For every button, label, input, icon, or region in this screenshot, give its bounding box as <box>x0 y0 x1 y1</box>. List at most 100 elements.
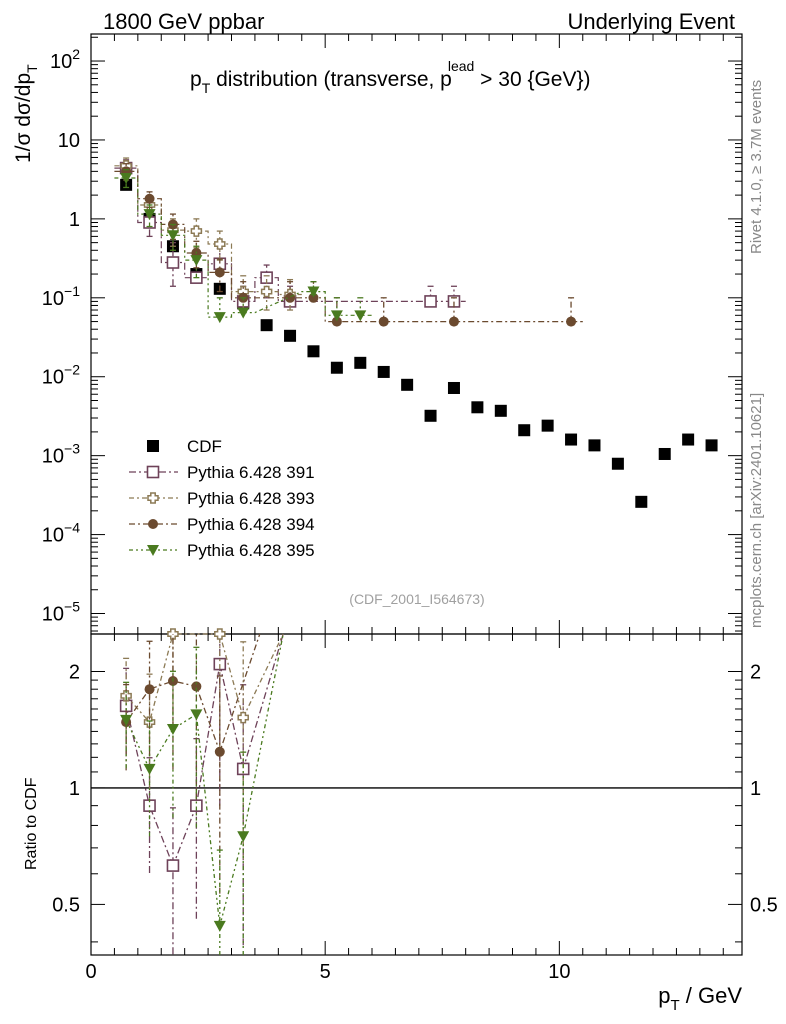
data-point <box>143 209 156 221</box>
ratio-series-pythia-395 <box>120 633 284 955</box>
data-point <box>565 433 578 446</box>
ratio-y-tick-label-right: 1 <box>750 778 761 800</box>
ratio-y-tick-label: 2 <box>69 661 80 683</box>
data-point <box>166 256 180 269</box>
series-line <box>114 177 372 318</box>
x-axis-label: pT / GeV <box>658 983 742 1014</box>
data-point <box>541 419 554 432</box>
legend-marker <box>147 440 159 452</box>
legend-label: Pythia 6.428 395 <box>187 541 315 560</box>
ratio-y-tick-label: 0.5 <box>52 894 80 916</box>
header-right: Underlying Event <box>567 9 735 34</box>
legend-marker <box>148 519 158 529</box>
data-point <box>214 267 225 278</box>
main-series-marks <box>114 157 718 508</box>
data-point <box>354 356 367 369</box>
ratio-y-label: Ratio to CDF <box>23 777 40 870</box>
ratio-y-tick-label: 1 <box>69 778 80 800</box>
data-point <box>330 361 343 374</box>
main-y-tick-label: 102 <box>50 46 80 73</box>
ratio-point <box>120 714 133 726</box>
rivet-version: Rivet 4.1.0, ≥ 3.7M events <box>748 80 765 254</box>
main-y-tick-label: 10−3 <box>42 441 80 468</box>
main-title: pT distribution (transverse, plead > 30 … <box>190 58 591 96</box>
data-point <box>471 401 484 414</box>
ratio-axis-ticks: 0.5 0.5 1 1 2 2 0 5 10 <box>52 634 778 983</box>
data-point <box>378 316 389 327</box>
data-point <box>518 424 531 437</box>
data-point <box>284 329 297 342</box>
data-point <box>377 365 390 378</box>
ratio-point <box>237 711 249 724</box>
main-y-tick-label: 10−5 <box>42 599 80 626</box>
data-point <box>635 495 648 508</box>
main-axis-ticks: 102 10 1 10−1 10−2 10−3 10−4 10−5 <box>42 34 742 634</box>
ratio-point <box>143 763 156 775</box>
ratio-point <box>166 724 179 736</box>
data-point <box>447 381 460 394</box>
data-point <box>144 193 155 204</box>
ratio-y-tick-label-right: 0.5 <box>750 894 778 916</box>
ratio-series-pythia-391 <box>119 633 284 955</box>
data-point <box>424 295 437 308</box>
ratio-point <box>144 684 155 695</box>
data-point <box>330 310 343 322</box>
data-point <box>260 285 273 298</box>
legend-marker <box>146 465 160 479</box>
data-point <box>566 316 577 327</box>
data-point <box>611 457 624 470</box>
ratio-point <box>190 709 203 721</box>
main-y-label: 1/σ dσ/dpT <box>12 64 40 163</box>
data-point <box>424 409 437 422</box>
main-y-tick-label: 10 <box>58 130 80 152</box>
series-pythia-395 <box>114 169 372 324</box>
ratio-frame <box>90 633 743 956</box>
ratio-point <box>214 628 226 640</box>
series-pythia-391 <box>114 159 466 308</box>
main-panel: 102 10 1 10−1 10−2 10−3 10−4 10−5 pT distributi… <box>12 33 743 635</box>
ratio-line <box>125 633 261 754</box>
ratio-point <box>191 681 202 692</box>
legend-label: Pythia 6.428 394 <box>187 515 315 534</box>
main-y-tick-label: 10−1 <box>42 283 80 310</box>
data-point <box>705 439 718 452</box>
data-point <box>120 172 133 184</box>
mcplots-credit: mcplots.cern.ch [arXiv:2401.10621] <box>748 393 765 628</box>
legend-label: Pythia 6.428 393 <box>187 489 315 508</box>
data-point <box>354 310 367 322</box>
main-y-tick-label: 10−4 <box>42 520 80 547</box>
ratio-point <box>237 831 250 843</box>
legend-label: CDF <box>187 437 222 456</box>
data-point <box>166 230 179 242</box>
data-point <box>260 319 273 332</box>
data-point <box>213 312 226 324</box>
data-point <box>214 238 226 250</box>
data-point <box>331 316 342 327</box>
data-point <box>658 447 671 460</box>
ratio-point <box>214 746 225 757</box>
data-point <box>588 439 601 452</box>
ratio-point <box>166 859 180 872</box>
x-tick-label: 10 <box>548 961 570 983</box>
main-y-tick-label: 1 <box>69 209 80 231</box>
analysis-watermark: (CDF_2001_I564673) <box>349 591 484 607</box>
data-point <box>401 378 414 391</box>
legend: CDF Pythia 6.428 391 Pythia 6.428 393 Pythi… <box>129 437 315 560</box>
x-tick-label: 5 <box>320 961 331 983</box>
ratio-point <box>213 657 227 671</box>
legend-marker <box>147 545 159 556</box>
legend-marker <box>147 492 159 504</box>
main-y-tick-label: 10−2 <box>42 362 80 389</box>
data-point <box>190 255 203 267</box>
ratio-line <box>125 633 284 724</box>
data-point <box>237 307 250 319</box>
data-point <box>494 404 507 417</box>
ratio-y-tick-label-right: 2 <box>750 661 761 683</box>
ratio-point <box>190 799 203 812</box>
data-point <box>308 292 319 303</box>
ratio-series-pythia-393 <box>120 628 284 860</box>
data-point <box>307 345 320 358</box>
series-line <box>114 170 583 323</box>
ratio-series-marks <box>119 628 284 955</box>
